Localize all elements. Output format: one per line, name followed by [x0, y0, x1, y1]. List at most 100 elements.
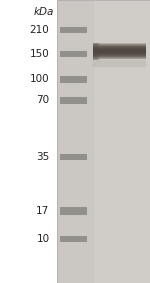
Bar — [142, 43, 143, 60]
Bar — [132, 43, 133, 60]
Bar — [93, 47, 146, 48]
Bar — [60, 51, 87, 57]
Bar — [94, 43, 95, 60]
Bar — [93, 45, 146, 46]
Bar — [115, 43, 116, 60]
Bar — [112, 43, 113, 60]
Bar — [93, 56, 146, 57]
Bar — [95, 43, 96, 60]
Bar — [139, 43, 140, 60]
Bar — [140, 43, 141, 60]
Bar — [93, 46, 146, 47]
Bar — [98, 43, 99, 60]
Bar — [93, 52, 146, 53]
Bar — [110, 43, 111, 60]
Bar — [131, 43, 132, 60]
Bar — [123, 43, 124, 60]
Bar — [133, 43, 134, 60]
Bar — [93, 53, 146, 54]
Bar — [134, 43, 135, 60]
Bar — [93, 55, 146, 56]
Bar — [93, 54, 146, 55]
Bar — [93, 48, 146, 49]
Bar — [103, 43, 104, 60]
Bar — [121, 43, 122, 60]
Bar — [93, 44, 146, 45]
Bar — [109, 43, 110, 60]
Bar — [130, 43, 131, 60]
Bar — [138, 43, 139, 60]
Bar — [57, 0, 150, 283]
Bar — [119, 43, 120, 60]
Bar — [135, 43, 136, 60]
Bar — [93, 45, 146, 46]
Bar — [111, 43, 112, 60]
Bar — [60, 154, 87, 160]
Bar — [132, 43, 133, 60]
Bar — [120, 43, 121, 60]
Bar — [125, 43, 126, 60]
Bar — [60, 207, 87, 215]
Bar — [102, 43, 103, 60]
Bar — [93, 43, 146, 44]
Bar — [93, 59, 146, 60]
Bar — [93, 50, 146, 51]
Bar — [129, 43, 130, 60]
Bar — [93, 56, 146, 57]
Bar — [115, 43, 116, 60]
Text: 70: 70 — [36, 95, 50, 106]
Bar — [106, 43, 107, 60]
Bar — [128, 43, 129, 60]
Text: 35: 35 — [36, 152, 50, 162]
Bar — [93, 53, 146, 54]
Bar — [93, 49, 146, 50]
Bar — [93, 49, 146, 50]
Bar — [122, 43, 123, 60]
Bar — [117, 43, 118, 60]
Text: 210: 210 — [30, 25, 50, 35]
Bar — [111, 43, 112, 60]
Bar — [104, 43, 105, 60]
Bar — [107, 43, 108, 60]
Bar — [93, 43, 146, 44]
Bar — [124, 43, 125, 60]
Bar — [105, 43, 106, 60]
Bar — [93, 44, 146, 45]
Bar — [93, 46, 146, 47]
Bar — [93, 51, 146, 52]
Bar — [93, 55, 146, 56]
Bar — [116, 43, 117, 60]
Bar — [60, 27, 87, 33]
Bar — [113, 43, 114, 60]
Bar — [99, 43, 100, 60]
Bar — [93, 58, 146, 59]
Bar — [124, 43, 125, 60]
Bar — [113, 43, 114, 60]
Bar — [60, 97, 87, 104]
Text: 10: 10 — [36, 234, 50, 244]
Bar — [105, 43, 106, 60]
Bar — [57, 0, 150, 283]
Bar — [108, 43, 109, 60]
Text: 100: 100 — [30, 74, 50, 84]
Bar — [128, 43, 129, 60]
Bar — [136, 43, 137, 60]
Bar — [145, 43, 146, 60]
Bar — [103, 43, 104, 60]
Bar — [141, 43, 142, 60]
Bar — [93, 57, 146, 58]
Bar — [93, 52, 146, 53]
Bar — [93, 48, 146, 49]
Bar — [93, 51, 146, 52]
Bar — [114, 43, 115, 60]
Bar — [93, 43, 94, 60]
Bar — [93, 57, 146, 58]
Bar — [96, 43, 97, 60]
Bar — [60, 236, 87, 242]
Bar — [101, 43, 102, 60]
Bar — [127, 43, 128, 60]
Bar — [109, 43, 110, 60]
Bar — [93, 47, 146, 48]
Bar — [93, 60, 146, 67]
Bar — [93, 50, 146, 51]
